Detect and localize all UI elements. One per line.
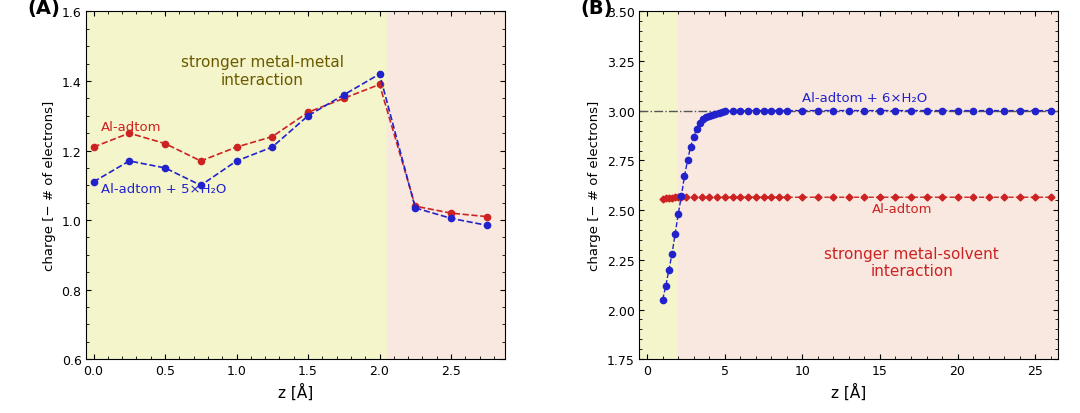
- Bar: [678, 12, 1058, 359]
- Text: (B): (B): [581, 0, 613, 17]
- X-axis label: z [Å]: z [Å]: [279, 383, 313, 400]
- Bar: [387, 12, 505, 359]
- Text: stronger metal-metal
interaction: stronger metal-metal interaction: [180, 55, 343, 88]
- Text: Al-adtom + 5×H₂O: Al-adtom + 5×H₂O: [100, 183, 226, 196]
- Y-axis label: charge [− # of electrons]: charge [− # of electrons]: [43, 101, 56, 271]
- Text: (A): (A): [28, 0, 60, 17]
- Bar: [639, 12, 678, 359]
- Text: Al-adtom: Al-adtom: [100, 120, 161, 133]
- Y-axis label: charge [− # of electrons]: charge [− # of electrons]: [589, 101, 602, 271]
- Text: stronger metal-solvent
interaction: stronger metal-solvent interaction: [824, 246, 999, 278]
- Text: Al-adtom + 6×H₂O: Al-adtom + 6×H₂O: [802, 92, 928, 105]
- Text: Al-adtom: Al-adtom: [873, 202, 933, 215]
- X-axis label: z [Å]: z [Å]: [832, 383, 866, 400]
- Bar: [86, 12, 387, 359]
